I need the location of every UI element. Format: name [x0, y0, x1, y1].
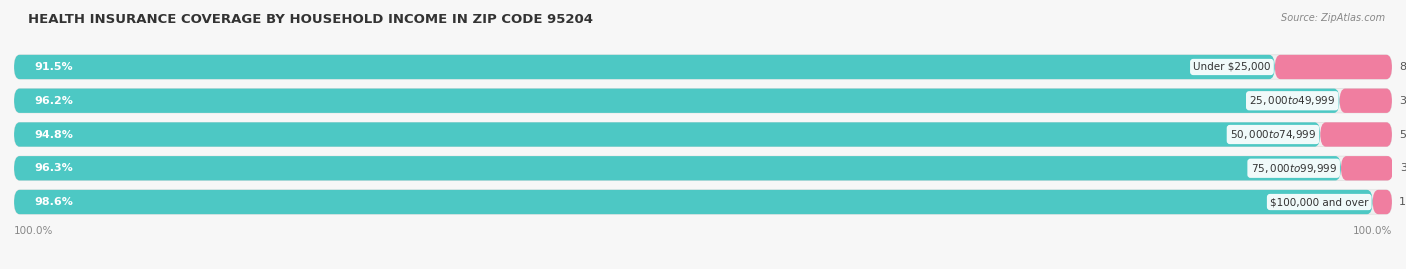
Text: $50,000 to $74,999: $50,000 to $74,999: [1230, 128, 1316, 141]
FancyBboxPatch shape: [14, 156, 1341, 180]
Text: 98.6%: 98.6%: [35, 197, 73, 207]
Text: $75,000 to $99,999: $75,000 to $99,999: [1250, 162, 1337, 175]
Text: 3.8%: 3.8%: [1400, 163, 1406, 173]
Text: 3.8%: 3.8%: [1399, 96, 1406, 106]
Text: 1.4%: 1.4%: [1399, 197, 1406, 207]
Text: $25,000 to $49,999: $25,000 to $49,999: [1249, 94, 1336, 107]
FancyBboxPatch shape: [1341, 156, 1393, 180]
Text: 96.2%: 96.2%: [35, 96, 73, 106]
FancyBboxPatch shape: [14, 190, 1392, 214]
Text: 91.5%: 91.5%: [35, 62, 73, 72]
Text: HEALTH INSURANCE COVERAGE BY HOUSEHOLD INCOME IN ZIP CODE 95204: HEALTH INSURANCE COVERAGE BY HOUSEHOLD I…: [28, 13, 593, 26]
Text: Source: ZipAtlas.com: Source: ZipAtlas.com: [1281, 13, 1385, 23]
FancyBboxPatch shape: [14, 89, 1392, 113]
Text: 100.0%: 100.0%: [1353, 226, 1392, 236]
Text: 8.5%: 8.5%: [1399, 62, 1406, 72]
FancyBboxPatch shape: [14, 190, 1372, 214]
FancyBboxPatch shape: [14, 122, 1392, 147]
Text: Under $25,000: Under $25,000: [1194, 62, 1271, 72]
Text: 94.8%: 94.8%: [35, 129, 73, 140]
FancyBboxPatch shape: [14, 156, 1392, 180]
FancyBboxPatch shape: [14, 122, 1320, 147]
Text: 5.2%: 5.2%: [1399, 129, 1406, 140]
FancyBboxPatch shape: [14, 55, 1275, 79]
Text: 100.0%: 100.0%: [14, 226, 53, 236]
Text: 96.3%: 96.3%: [35, 163, 73, 173]
FancyBboxPatch shape: [1340, 89, 1392, 113]
FancyBboxPatch shape: [1320, 122, 1392, 147]
FancyBboxPatch shape: [14, 89, 1340, 113]
FancyBboxPatch shape: [14, 55, 1392, 79]
Text: $100,000 and over: $100,000 and over: [1270, 197, 1368, 207]
FancyBboxPatch shape: [1372, 190, 1392, 214]
FancyBboxPatch shape: [1275, 55, 1392, 79]
